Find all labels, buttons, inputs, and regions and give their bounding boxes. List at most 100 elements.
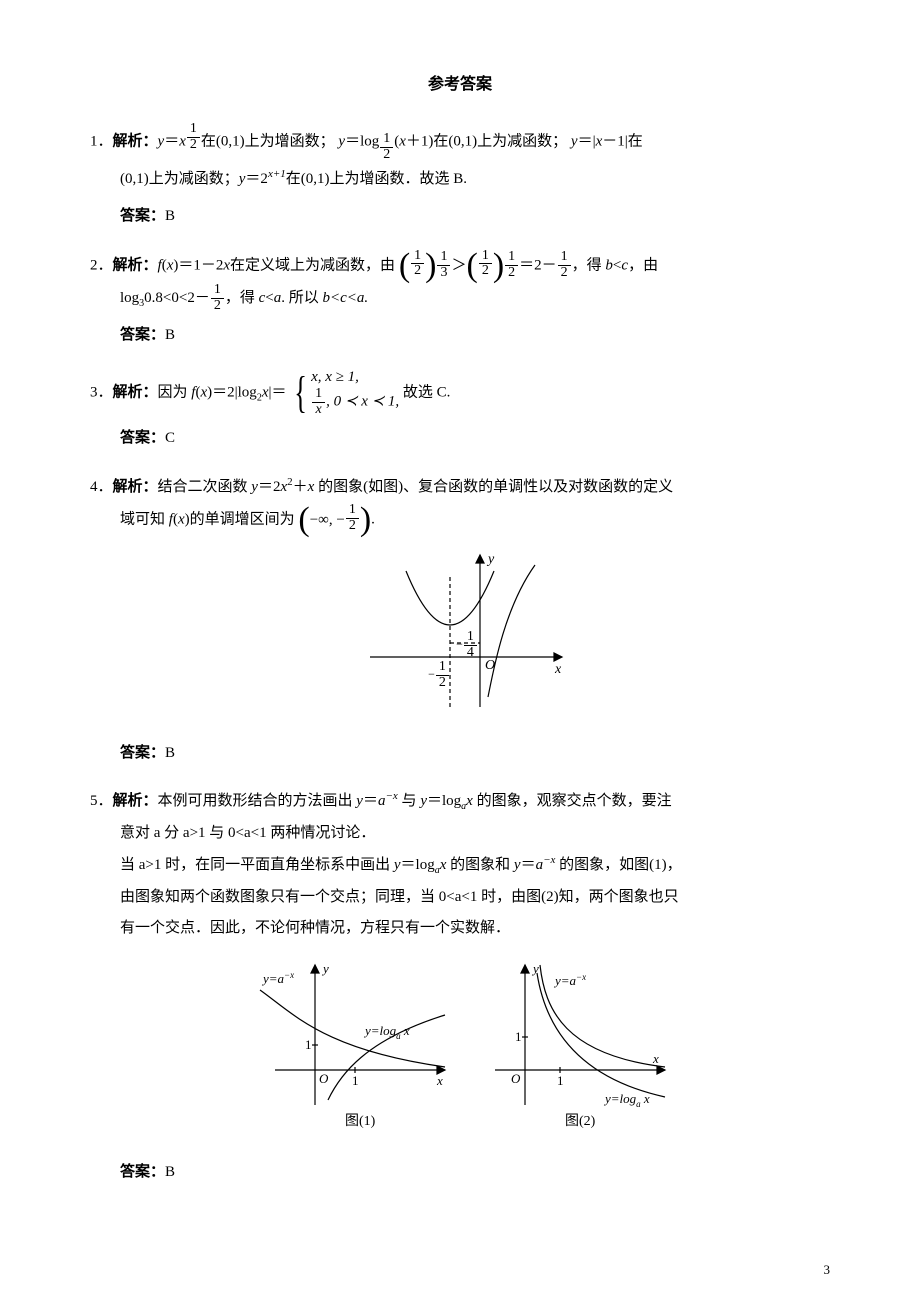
svg-text:y=a−x: y=a−x	[553, 972, 586, 988]
t: |＝	[268, 384, 286, 400]
t: ＋	[293, 479, 308, 495]
n: 1	[464, 631, 477, 647]
d: 2	[505, 266, 518, 281]
t: 与	[398, 793, 421, 809]
var-b: b	[605, 257, 613, 273]
page-number: 3	[824, 1262, 831, 1278]
n: 1	[346, 503, 359, 519]
exp: x+1	[268, 168, 286, 180]
q1-answer: 答案：B	[90, 201, 830, 233]
t: . 所以	[281, 290, 322, 306]
q1-label: 1．	[90, 134, 113, 150]
t: ＝log	[401, 857, 435, 873]
n: 1	[505, 250, 518, 266]
var-a: a	[536, 857, 544, 873]
caption-2: 图(2)	[565, 1114, 596, 1129]
q3-answer: 答案：C	[90, 423, 830, 455]
t: )＝1－2	[173, 257, 223, 273]
q4-line1: 4．解析：结合二次函数 y＝2x2＋x 的图象(如图)、复合函数的单调性以及对数…	[90, 471, 830, 504]
O: O	[319, 1071, 329, 1086]
analysis-label: 解析：	[113, 479, 158, 495]
one: 1	[557, 1073, 564, 1088]
answer-value: B	[165, 745, 175, 761]
q4-svg: O x y −12 −14	[350, 547, 570, 715]
d: 2	[411, 264, 424, 279]
question-2: 2．解析：f(x)＝1－2x在定义域上为减函数，由 (12)13＞(12)12＝…	[90, 249, 830, 352]
one: 1	[515, 1029, 522, 1044]
answer-value: B	[165, 327, 175, 343]
d: 2	[436, 676, 449, 689]
t: 当 a>1 时，在同一平面直角坐标系中画出	[120, 857, 394, 873]
t: , 0 ≺ x ≺ 1,	[326, 394, 399, 410]
q5-svg: O 1 1 x y y=a−x y=loga x 图(1) O 1	[245, 955, 675, 1135]
question-1: 1．解析：y＝x12在(0,1)上为增函数； y＝log12(x＋1)在(0,1…	[90, 122, 830, 233]
n: 1	[312, 387, 325, 403]
d: 2	[211, 299, 224, 314]
exp-sup: −x	[576, 972, 586, 982]
var-y: y	[394, 857, 401, 873]
log: log	[120, 290, 139, 306]
question-5: 5．解析：本例可用数形结合的方法画出 y＝a−x 与 y＝logax 的图象，观…	[90, 785, 830, 1189]
lt: <	[265, 290, 273, 306]
var-x: x	[466, 793, 473, 809]
page: 参考答案 1．解析：y＝x12在(0,1)上为增函数； y＝log12(x＋1)…	[0, 0, 920, 1302]
var-x: x	[179, 134, 186, 150]
svg-text:y=a−x: y=a−x	[261, 970, 294, 986]
analysis-label: 解析：	[113, 793, 158, 809]
q5-line3: 当 a>1 时，在同一平面直角坐标系中画出 y＝logax 的图象和 y＝a−x…	[90, 849, 830, 882]
y: y	[321, 961, 329, 976]
d: 2	[479, 264, 492, 279]
eq: ＝	[164, 134, 179, 150]
t: 的图象，观察交点个数，要注	[473, 793, 672, 809]
log-lbl: y=log	[603, 1091, 637, 1106]
t: (0,1)上为减函数；	[120, 171, 239, 187]
d: 3	[437, 266, 450, 281]
x: x	[652, 1051, 659, 1066]
analysis-label: 解析：	[113, 384, 158, 400]
analysis-label: 解析：	[113, 134, 158, 150]
q5-figure: O 1 1 x y y=a−x y=loga x 图(1) O 1	[90, 955, 830, 1148]
question-3: 3．解析：因为 f(x)＝2|log2x|＝ { x, x ≥ 1, 1x, 0…	[90, 368, 830, 455]
t: 因为	[158, 384, 192, 400]
gt: ＞	[451, 257, 466, 273]
q2-label: 2．	[90, 257, 113, 273]
log-x: x	[401, 1023, 410, 1038]
negx: −x	[385, 790, 397, 802]
exp-num: 1	[187, 122, 200, 138]
t: 在(0,1)上为增函数．故选 B.	[286, 171, 467, 187]
answer-label: 答案：	[120, 430, 165, 446]
q2-analysis: 2．解析：f(x)＝1－2x在定义域上为减函数，由 (12)13＞(12)12＝…	[90, 249, 830, 283]
one: 1	[352, 1073, 359, 1088]
analysis-label: 解析：	[113, 257, 158, 273]
t: 0.8<0<2－	[144, 290, 210, 306]
interval: (−∞, −12)	[298, 503, 371, 537]
q5-line2: 意对 a 分 a>1 与 0<a<1 两种情况讨论．	[90, 818, 830, 850]
t: 本例可用数形结合的方法画出	[158, 793, 357, 809]
q1-line2: (0,1)上为减函数；y＝2x+1在(0,1)上为增函数．故选 B.	[90, 163, 830, 196]
svg-text:y=loga x: y=loga x	[363, 1023, 410, 1041]
q2-answer: 答案：B	[90, 320, 830, 352]
var-y: y	[356, 793, 363, 809]
t: .	[371, 512, 375, 528]
t: ，得	[225, 290, 259, 306]
log: log	[360, 134, 379, 150]
one: 1	[305, 1037, 312, 1052]
exp-lbl: y=a	[261, 971, 285, 986]
log-lbl: y=log	[363, 1023, 397, 1038]
answer-label: 答案：	[120, 208, 165, 224]
t: ＋1)在(0,1)上为减函数；	[406, 134, 567, 150]
n: 1	[437, 250, 450, 266]
answer-value: B	[165, 1164, 175, 1180]
y-label: y	[486, 552, 495, 567]
t: 的图象(如图)、复合函数的单调性以及对数函数的定义	[314, 479, 673, 495]
answer-label: 答案：	[120, 1164, 165, 1180]
page-title: 参考答案	[90, 70, 830, 94]
x: x	[436, 1073, 443, 1088]
answer-value: C	[165, 430, 175, 446]
n: 1	[411, 249, 424, 265]
d: 4	[464, 646, 477, 659]
q2-line2: log30.8<0<2－12，得 c<a. 所以 b<c<a.	[90, 283, 830, 315]
t: 故选 C.	[403, 384, 451, 400]
negx: −x	[543, 854, 555, 866]
q4-answer: 答案：B	[90, 738, 830, 770]
